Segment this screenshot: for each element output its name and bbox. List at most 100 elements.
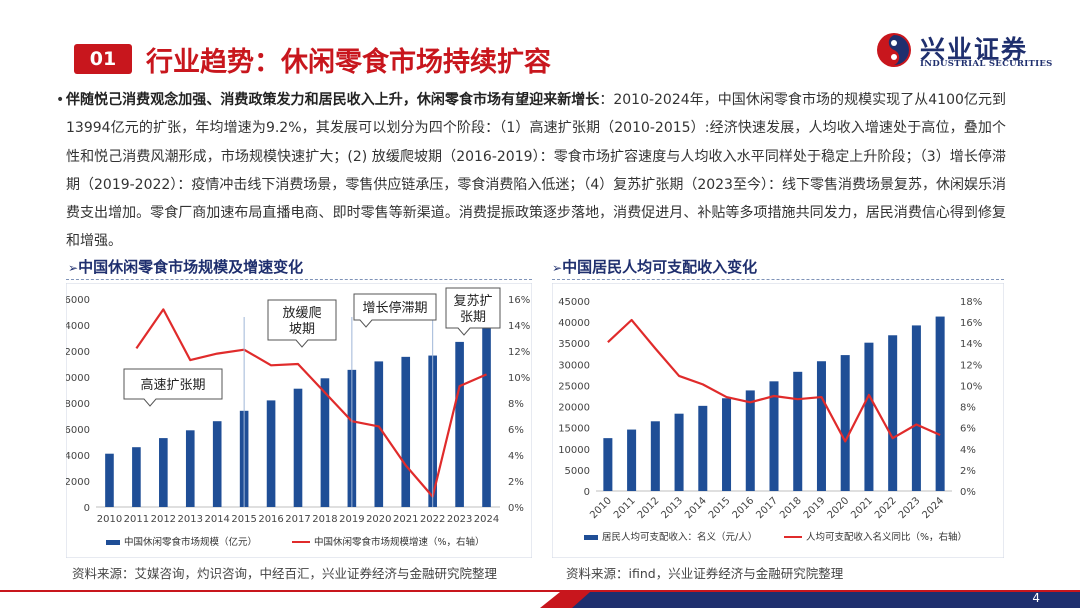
company-logo: 兴业证券 INDUSTRIAL SECURITIES: [876, 32, 1066, 72]
x-tick-label: 2014: [204, 514, 229, 525]
phase-callout-rapid-box: [123, 368, 223, 407]
y-left-tick-label: 45000: [558, 297, 590, 308]
bar-2016: [745, 390, 755, 491]
body-paragraph: 伴随悦己消费观念加强、消费政策发力和居民收入上升，休闲零食市场有望迎来新增长：2…: [66, 86, 1006, 256]
y-left-tick-label: 16000: [66, 295, 90, 306]
bar-2011: [627, 429, 637, 491]
y-left-tick-label: 10000: [558, 445, 590, 456]
y-left-tick-label: 25000: [558, 381, 590, 392]
bar-2013: [185, 430, 195, 507]
x-tick-label: 2017: [285, 514, 310, 525]
y-left-tick-label: 20000: [558, 403, 590, 414]
body-detail-text: ：2010-2024年，中国休闲零食市场的规模实现了从4100亿元到13994亿…: [66, 92, 1007, 250]
x-tick-label: 2013: [178, 514, 203, 525]
y-left-tick-label: 4000: [66, 451, 90, 462]
y-right-tick-label: 18%: [960, 297, 982, 308]
snack-market-chart: 0 2000 4000 6000 8000 10000 12000 14000 16000 0% 2…: [66, 283, 532, 558]
y-left-tick-label: 10000: [66, 373, 90, 384]
left-chart-heading: ➢中国休闲零食市场规模及增速变化: [68, 256, 303, 277]
x-tick-label: 2022: [420, 514, 445, 525]
logo-mark-icon: [877, 33, 911, 67]
y-right-tick-label: 0%: [508, 503, 524, 514]
bar-2024: [482, 325, 491, 507]
y-left-tick-label: 30000: [558, 360, 590, 371]
right-chart-source: 资料来源：ifind，兴业证券经济与金融研究院整理: [566, 566, 844, 581]
x-tick-label: 2016: [258, 514, 283, 525]
y-right-tick-label: 4%: [508, 451, 524, 462]
phase-callout-rapid: 高速扩张期: [123, 368, 223, 407]
phase-callout-stagnation-box: [353, 293, 437, 328]
y-right-tick-label: 14%: [960, 339, 982, 350]
x-tick-label: 2020: [366, 514, 391, 525]
y-left-tick-label: 12000: [66, 347, 90, 358]
y-right-tick-label: 10%: [508, 373, 530, 384]
bar-2015: [722, 398, 732, 491]
footer-band: [0, 590, 1080, 608]
x-tick-label: 2011: [124, 514, 149, 525]
y-left-tick-label: 15000: [558, 424, 590, 435]
x-tick-label: 2021: [393, 514, 418, 525]
logo-chinese-name: 兴业证券: [920, 35, 1029, 64]
right-chart-heading: ➢中国居民人均可支配收入变化: [552, 256, 757, 277]
y-right-tick-label: 16%: [508, 295, 530, 306]
growth-line: [607, 318, 941, 443]
bar-2018: [320, 378, 330, 507]
x-tick-label: 2010: [97, 514, 122, 525]
y-right-tick-label: 10%: [960, 381, 982, 392]
y-right-tick-label: 0%: [960, 487, 976, 498]
body-lead-sentence: 伴随悦己消费观念加强、消费政策发力和居民收入上升，休闲零食市场有望迎来新增长: [66, 92, 600, 108]
phase-callout-slowdown-text: 放缓爬: [282, 306, 321, 321]
slide-title: 行业趋势：休闲零食市场持续扩容: [146, 47, 551, 78]
x-tick-label: 2019: [339, 514, 364, 525]
page-number: 4: [1032, 591, 1040, 605]
phase-callout-slowdown-text: 坡期: [289, 322, 315, 337]
x-tick-label: 2015: [231, 514, 256, 525]
bar-2014: [212, 421, 222, 507]
y-right-tick-label: 12%: [960, 360, 982, 371]
phase-callout-rapid-text: 高速扩张期: [140, 377, 205, 393]
y-left-tick-label: 8000: [66, 399, 90, 410]
bar-2023: [911, 325, 921, 491]
phase-callout-recovery-box: [445, 287, 501, 336]
bar-2012: [159, 438, 168, 507]
y-right-tick-label: 6%: [508, 425, 524, 436]
y-right-tick-label: 14%: [508, 321, 530, 332]
bar-2016: [266, 400, 276, 507]
bar-2019: [816, 361, 826, 491]
left-chart-source: 资料来源：艾媒咨询，灼识咨询，中经百汇，兴业证券经济与金融研究院整理: [72, 566, 498, 581]
bar-2017: [769, 381, 779, 491]
right-chart-title: 中国居民人均可支配收入变化: [562, 258, 758, 276]
y-right-tick-label: 16%: [960, 318, 982, 329]
y-right-tick-label: 2%: [508, 477, 524, 488]
y-right-tick-label: 8%: [508, 399, 524, 410]
x-tick-label: 2023: [447, 514, 472, 525]
bar-2017: [293, 388, 303, 507]
x-tick-label: 2012: [151, 514, 176, 525]
bar-2021: [401, 356, 411, 507]
y-left-tick-label: 14000: [66, 321, 90, 332]
growth-line: [135, 308, 487, 498]
section-number-badge: 01: [74, 44, 132, 74]
left-chart-title: 中国休闲零食市场规模及增速变化: [78, 258, 304, 276]
legend-bar-swatch: [106, 540, 120, 545]
bar-2012: [650, 421, 660, 491]
phase-callout-recovery-text: 张期: [460, 310, 486, 325]
bar-2021: [864, 342, 874, 491]
logo-english-name: INDUSTRIAL SECURITIES: [920, 59, 1053, 69]
phase-callout-recovery: 复苏扩张期: [445, 287, 501, 336]
bar-2018: [793, 371, 803, 491]
y-right-tick-label: 12%: [508, 347, 530, 358]
x-tick-label: 2024: [474, 514, 499, 525]
y-right-tick-label: 8%: [960, 403, 976, 414]
x-tick-label: 2018: [312, 514, 337, 525]
y-left-tick-label: 0: [584, 487, 590, 498]
phase-callout-slowdown-box: [267, 299, 337, 348]
bullet-marker: •: [56, 92, 65, 108]
right-heading-divider: [552, 279, 1004, 280]
phase-callout-recovery-text: 复苏扩: [453, 293, 492, 309]
bar-2023: [455, 341, 464, 507]
bar-2010: [105, 453, 114, 507]
bar-2014: [698, 405, 708, 491]
legend-bar-label: 居民人均可支配收入：名义（元/人）: [602, 531, 757, 543]
legend-bar-label: 中国休闲零食市场规模（亿元）: [124, 536, 257, 548]
